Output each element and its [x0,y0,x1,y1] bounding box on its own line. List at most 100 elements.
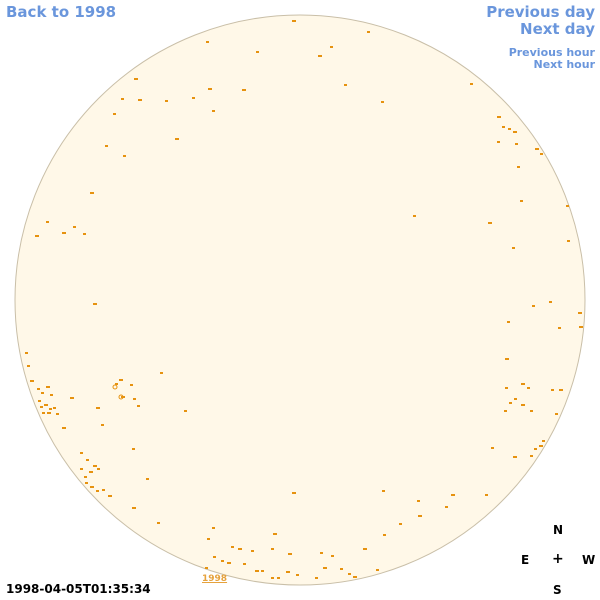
solar-feature-speck [539,445,543,447]
solar-feature-speck [90,192,94,194]
solar-feature-speck [212,527,215,529]
solar-feature-speck [115,383,118,385]
solar-feature-speck [271,548,274,550]
solar-feature-speck [413,215,416,217]
solar-feature-speck [251,550,254,552]
solar-feature-speck [512,247,515,249]
solar-feature-speck [383,534,386,536]
solar-feature-speck [551,389,554,391]
solar-feature-speck [86,459,89,461]
solar-feature-speck [256,51,259,53]
solar-feature-speck [505,387,508,389]
solar-feature-speck [292,492,296,494]
solar-disk [14,14,586,586]
solar-feature-speck [238,548,242,550]
next-day-link[interactable]: Next day [520,20,595,38]
solar-feature-speck [192,97,195,99]
solar-feature-speck [41,392,44,394]
solar-feature-speck [102,489,105,491]
solar-feature-speck [318,55,322,57]
compass-north-label: N [553,523,564,537]
solar-feature-speck [73,226,76,228]
compass-west-label: W [582,553,596,567]
solar-feature-speck [470,83,473,85]
solar-feature-speck [540,153,543,155]
solar-feature-speck [70,397,74,399]
solar-feature-speck [132,448,135,450]
solar-feature-speck [331,555,334,557]
solar-feature-speck [206,41,209,43]
solar-feature-speck [418,515,422,517]
solar-feature-speck [132,507,136,509]
solar-feature-speck [165,100,168,102]
previous-day-link[interactable]: Previous day [486,3,595,21]
solar-feature-speck [130,384,133,386]
solar-feature-speck [271,577,274,579]
solar-feature-speck [137,405,140,407]
solar-feature-speck [50,394,53,396]
solar-feature-speck [323,567,327,569]
solar-feature-ring [112,384,118,390]
solar-feature-speck [344,84,347,86]
solar-feature-speck [96,490,99,492]
solar-feature-speck [558,327,561,329]
solar-feature-speck [559,389,563,391]
solar-feature-speck [90,486,94,488]
solar-feature-speck [530,455,533,457]
solar-feature-speck [292,20,296,22]
solar-feature-speck [242,89,246,91]
solar-feature-speck [451,494,455,496]
solar-feature-speck [367,31,370,33]
solar-feature-speck [505,358,509,360]
compass-south-label: S [553,583,562,597]
solar-feature-speck [38,400,41,402]
solar-feature-speck [534,448,537,450]
solar-feature-speck [521,383,525,385]
solar-feature-speck [85,482,88,484]
solar-feature-speck [160,372,163,374]
solar-feature-speck [527,387,530,389]
solar-feature-speck [549,301,552,303]
solar-feature-speck [542,440,545,442]
solar-feature-speck [213,556,216,558]
solar-feature-speck [515,143,518,145]
solar-feature-speck [157,522,160,524]
solar-feature-speck [507,321,510,323]
solar-feature-speck [62,427,66,429]
solar-feature-speck [212,110,215,112]
solar-feature-speck [44,404,48,406]
solar-feature-speck [27,365,30,367]
next-hour-link[interactable]: Next hour [533,58,596,71]
solar-feature-speck [535,148,539,150]
solar-feature-speck [567,240,570,242]
solar-feature-speck [184,410,187,412]
year-link[interactable]: 1998 [202,574,228,584]
previous-hour-link[interactable]: Previous hour [508,46,595,59]
solar-feature-speck [491,447,494,449]
solar-feature-speck [227,562,231,564]
solar-feature-speck [488,222,492,224]
back-to-year-link[interactable]: Back to 1998 [6,3,117,21]
solar-feature-speck [315,577,318,579]
observation-timestamp: 1998-04-05T01:35:34 [6,582,151,596]
solar-feature-speck [96,407,100,409]
solar-feature-speck [509,402,512,404]
solar-feature-speck [521,404,525,406]
solar-feature-speck [497,116,501,118]
solar-feature-speck [513,456,517,458]
solar-feature-speck [80,468,83,470]
solar-feature-speck [108,495,112,497]
solar-feature-speck [25,352,28,354]
compass-east-label: E [521,553,530,567]
solar-feature-speck [101,424,104,426]
solar-feature-speck [261,570,264,572]
solar-feature-speck [146,478,149,480]
solar-feature-speck [353,576,357,578]
solar-feature-speck [566,205,569,207]
solar-feature-speck [376,569,379,571]
solar-feature-speck [105,145,108,147]
solar-feature-speck [514,398,517,400]
solar-feature-speck [445,506,448,508]
solar-feature-speck [89,471,93,473]
solar-feature-speck [134,78,138,80]
